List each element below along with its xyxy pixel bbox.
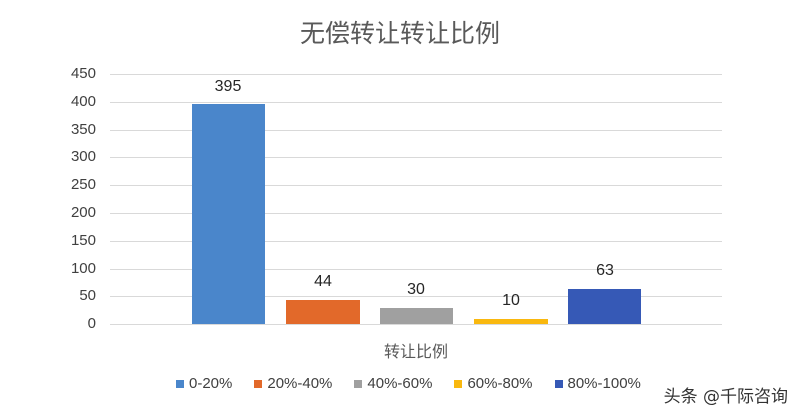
gridline	[110, 74, 722, 75]
y-tick: 250	[70, 176, 96, 193]
gridline	[110, 157, 722, 158]
y-tick: 300	[70, 148, 96, 165]
legend-swatch-icon	[354, 379, 363, 388]
bar-40-60	[380, 308, 453, 324]
data-label: 10	[502, 292, 520, 309]
legend-swatch-icon	[554, 379, 563, 388]
gridline	[110, 296, 722, 297]
gridline	[110, 102, 722, 103]
data-label: 395	[214, 78, 242, 95]
gridline	[110, 241, 722, 242]
legend-swatch-icon	[454, 379, 463, 388]
bar-80-100	[568, 289, 641, 324]
y-tick: 200	[70, 204, 96, 221]
gridline	[110, 130, 722, 131]
legend-label: 60%-80%	[467, 375, 533, 392]
y-tick: 400	[70, 93, 96, 110]
legend-label: 20%-40%	[267, 375, 333, 392]
legend-swatch-icon	[254, 379, 263, 388]
chart-title: 无偿转让转让比例	[299, 19, 500, 48]
data-label: 30	[407, 281, 425, 298]
x-axis-title: 转让比例	[383, 342, 448, 361]
gridline	[110, 269, 722, 270]
legend-label: 80%-100%	[567, 375, 641, 392]
legend-label: 0-20%	[189, 375, 233, 392]
legend-item[interactable]: 40%-60%	[354, 375, 432, 392]
data-label: 44	[314, 273, 332, 290]
gridline	[110, 213, 722, 214]
legend-item[interactable]: 0-20%	[176, 375, 232, 392]
legend: 0-20% 20%-40% 40%-60% 60%-80% 80%-100%	[176, 375, 663, 392]
y-tick: 0	[87, 315, 96, 332]
y-tick: 150	[70, 232, 96, 249]
data-label: 63	[596, 262, 614, 279]
legend-item[interactable]: 60%-80%	[454, 375, 533, 392]
x-axis-line	[110, 324, 722, 325]
bar-0-20	[192, 104, 265, 324]
legend-item[interactable]: 80%-100%	[554, 375, 641, 392]
legend-label: 40%-60%	[367, 375, 433, 392]
y-tick: 450	[70, 65, 96, 82]
bar-60-80	[474, 319, 548, 324]
bar-20-40	[286, 300, 360, 324]
gridline	[110, 185, 722, 186]
watermark: 头条 @千际咨询	[663, 387, 788, 407]
legend-swatch-icon	[176, 379, 184, 388]
y-tick: 100	[70, 260, 96, 277]
y-tick: 50	[79, 287, 96, 304]
y-tick: 350	[70, 121, 96, 138]
legend-item[interactable]: 20%-40%	[254, 375, 332, 392]
